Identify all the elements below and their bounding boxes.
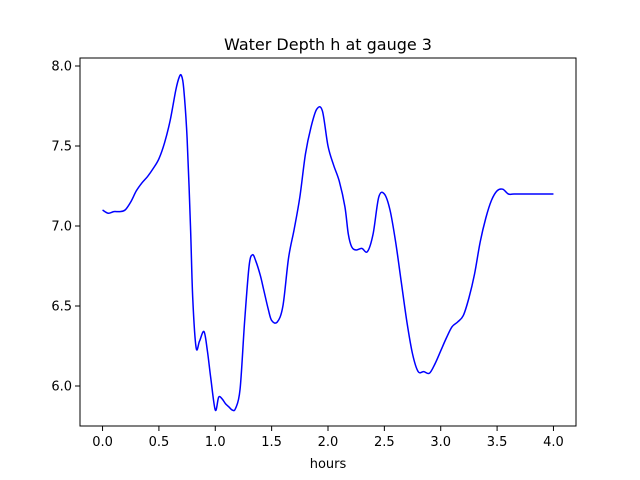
x-tick-label: 0.5	[149, 435, 170, 450]
y-tick-label: 7.0	[51, 220, 72, 235]
y-tick-label: 7.5	[51, 140, 72, 155]
plot-area	[79, 57, 577, 427]
x-axis-ticks: 0.0 0.5 1.0 1.5 2.0 2.5 3.0 3.5 4.0	[92, 426, 564, 450]
x-tick-label: 4.0	[543, 435, 564, 450]
x-tick-label: 2.5	[374, 435, 395, 450]
x-axis-label: hours	[310, 457, 347, 472]
y-tick-label: 8.0	[51, 60, 72, 75]
chart-title: Water Depth h at gauge 3	[224, 35, 432, 54]
plot-frame	[79, 57, 577, 427]
y-axis-ticks: 6.0 6.5 7.0 7.5 8.0	[51, 60, 80, 395]
x-tick-label: 1.5	[261, 435, 282, 450]
series-line-water-depth	[102, 73, 554, 412]
y-tick-label: 6.5	[51, 300, 72, 315]
x-tick-label: 3.0	[430, 435, 451, 450]
x-tick-label: 3.5	[487, 435, 508, 450]
x-tick-label: 1.0	[205, 435, 226, 450]
x-tick-label: 2.0	[318, 435, 339, 450]
x-tick-label: 0.0	[92, 435, 113, 450]
y-tick-label: 6.0	[51, 380, 72, 395]
